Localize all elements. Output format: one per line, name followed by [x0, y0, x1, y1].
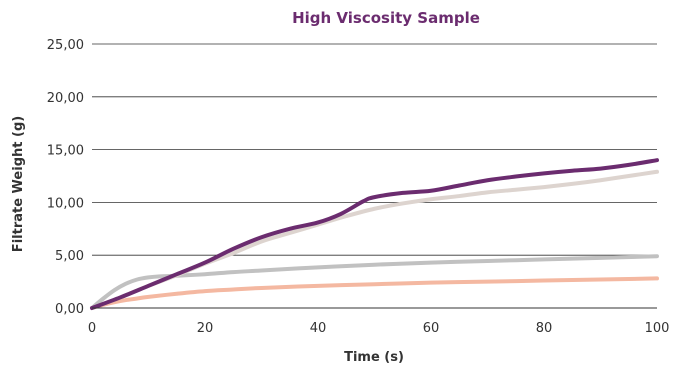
- x-tick-label: 100: [645, 321, 670, 336]
- y-axis-label: Filtrate Weight (g): [11, 116, 26, 252]
- series-line-4: [90, 158, 659, 310]
- x-tick-label: 40: [310, 321, 327, 336]
- y-tick-label: 25,00: [47, 38, 84, 53]
- y-tick-label: 10,00: [47, 196, 84, 211]
- grid-lines: [92, 43, 657, 256]
- chart-title: High Viscosity Sample: [292, 9, 480, 27]
- tick-labels: 0,00 5,00 10,00 15,00 20,00 25,00 0 20 40 60 80 100: [47, 38, 670, 336]
- series-line-1: [90, 254, 659, 310]
- y-tick-label: 5,00: [55, 249, 84, 264]
- x-axis-label: Time (s): [344, 350, 404, 365]
- series-lines: [90, 158, 659, 310]
- series-line-3: [90, 169, 659, 310]
- y-tick-label: 0,00: [55, 302, 84, 317]
- y-tick-label: 15,00: [47, 144, 84, 159]
- y-tick-label: 20,00: [47, 91, 84, 106]
- x-tick-label: 80: [536, 321, 553, 336]
- x-tick-label: 20: [197, 321, 214, 336]
- x-tick-label: 0: [88, 321, 96, 336]
- x-tick-label: 60: [423, 321, 440, 336]
- series-line-2: [90, 276, 659, 310]
